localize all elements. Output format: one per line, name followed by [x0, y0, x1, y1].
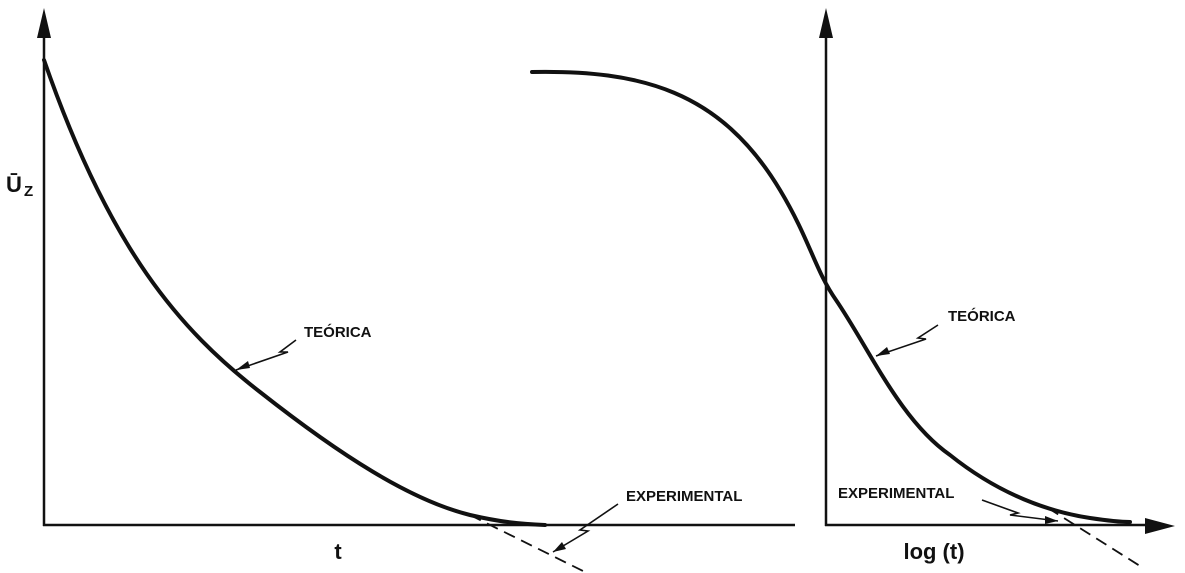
pointer — [235, 339, 297, 371]
pointer — [875, 324, 939, 357]
curve-label: TEÓRICA — [304, 323, 372, 341]
pointer-head — [236, 361, 250, 370]
x-axis-label: t — [334, 539, 342, 564]
theoretical-curve — [42, 58, 547, 527]
pointer-head — [1045, 516, 1058, 524]
experimental-curve — [469, 514, 586, 573]
pointer-head — [876, 347, 890, 356]
pointer — [552, 503, 619, 553]
y-axis-label-sub: Z — [24, 183, 33, 200]
axis-arrow — [819, 8, 833, 38]
x-axis-label: log (t) — [903, 539, 964, 564]
pointer-head — [553, 542, 566, 552]
theoretical-curve — [530, 69, 1132, 524]
right-panel: log (t) TEÓRICA EXPERIMENTAL — [530, 8, 1175, 567]
dashed-label: EXPERIMENTAL — [838, 485, 954, 502]
y-axis-label: Ū — [6, 172, 22, 197]
curve-label: TEÓRICA — [948, 307, 1016, 325]
left-panel: Ū Z t TEÓRICA EXPERIMENTAL — [6, 8, 795, 573]
axis-arrow — [1145, 518, 1175, 534]
pointer — [981, 499, 1059, 522]
dashed-label: EXPERIMENTAL — [626, 488, 742, 505]
axis-arrow — [37, 8, 51, 38]
